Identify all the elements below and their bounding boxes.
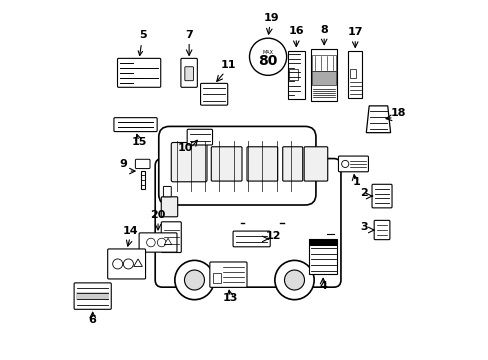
Bar xyxy=(311,49,336,100)
Text: 3: 3 xyxy=(360,222,367,232)
FancyBboxPatch shape xyxy=(209,262,246,287)
FancyBboxPatch shape xyxy=(282,147,302,181)
Text: 80: 80 xyxy=(258,54,277,68)
Bar xyxy=(76,292,109,300)
Text: 16: 16 xyxy=(288,26,304,36)
FancyBboxPatch shape xyxy=(117,58,161,87)
Bar xyxy=(308,239,337,274)
FancyBboxPatch shape xyxy=(181,58,197,87)
Bar xyxy=(349,69,356,78)
Text: MAX: MAX xyxy=(262,50,273,55)
Circle shape xyxy=(249,38,286,75)
Polygon shape xyxy=(164,238,171,245)
Circle shape xyxy=(274,260,313,300)
Text: 11: 11 xyxy=(220,60,236,70)
FancyBboxPatch shape xyxy=(139,233,177,252)
FancyBboxPatch shape xyxy=(373,220,389,240)
FancyBboxPatch shape xyxy=(163,186,171,197)
Text: 17: 17 xyxy=(347,27,362,37)
Bar xyxy=(212,273,220,283)
Bar xyxy=(348,51,361,98)
Circle shape xyxy=(112,259,122,269)
Circle shape xyxy=(341,160,348,167)
Text: 6: 6 xyxy=(88,315,97,324)
FancyBboxPatch shape xyxy=(135,159,150,168)
Text: 13: 13 xyxy=(222,293,238,302)
FancyBboxPatch shape xyxy=(114,118,157,132)
Text: 20: 20 xyxy=(150,210,165,220)
Bar xyxy=(308,239,337,247)
Text: 15: 15 xyxy=(131,137,146,147)
Text: 19: 19 xyxy=(264,13,279,23)
Text: 18: 18 xyxy=(389,108,405,118)
FancyBboxPatch shape xyxy=(304,147,327,181)
Circle shape xyxy=(184,270,204,290)
Circle shape xyxy=(123,259,133,269)
FancyBboxPatch shape xyxy=(246,147,277,181)
FancyBboxPatch shape xyxy=(200,84,227,105)
FancyBboxPatch shape xyxy=(74,283,111,309)
FancyBboxPatch shape xyxy=(107,249,145,279)
FancyBboxPatch shape xyxy=(171,143,206,182)
Text: 4: 4 xyxy=(319,280,326,291)
Bar xyxy=(311,71,336,85)
Text: 12: 12 xyxy=(265,231,280,241)
Bar xyxy=(288,69,297,80)
Bar xyxy=(311,55,336,71)
Circle shape xyxy=(157,238,165,247)
FancyBboxPatch shape xyxy=(233,231,270,247)
Text: 10: 10 xyxy=(178,143,193,153)
Text: 2: 2 xyxy=(360,188,367,198)
Text: 14: 14 xyxy=(122,226,138,235)
FancyBboxPatch shape xyxy=(155,158,340,287)
Text: 8: 8 xyxy=(320,24,327,35)
Text: 9: 9 xyxy=(119,159,127,170)
FancyBboxPatch shape xyxy=(338,156,367,172)
FancyBboxPatch shape xyxy=(187,129,212,145)
Text: 5: 5 xyxy=(138,30,146,55)
Polygon shape xyxy=(133,259,142,266)
Bar xyxy=(140,171,144,189)
FancyBboxPatch shape xyxy=(184,67,193,81)
Text: 7: 7 xyxy=(185,30,193,40)
FancyBboxPatch shape xyxy=(161,222,181,252)
Circle shape xyxy=(175,260,214,300)
FancyBboxPatch shape xyxy=(159,126,315,205)
FancyBboxPatch shape xyxy=(371,184,391,208)
Bar xyxy=(287,50,304,99)
Text: 1: 1 xyxy=(352,177,360,187)
Circle shape xyxy=(284,270,304,290)
FancyBboxPatch shape xyxy=(161,197,177,217)
Circle shape xyxy=(146,238,155,247)
FancyBboxPatch shape xyxy=(211,147,242,181)
Polygon shape xyxy=(366,106,390,133)
